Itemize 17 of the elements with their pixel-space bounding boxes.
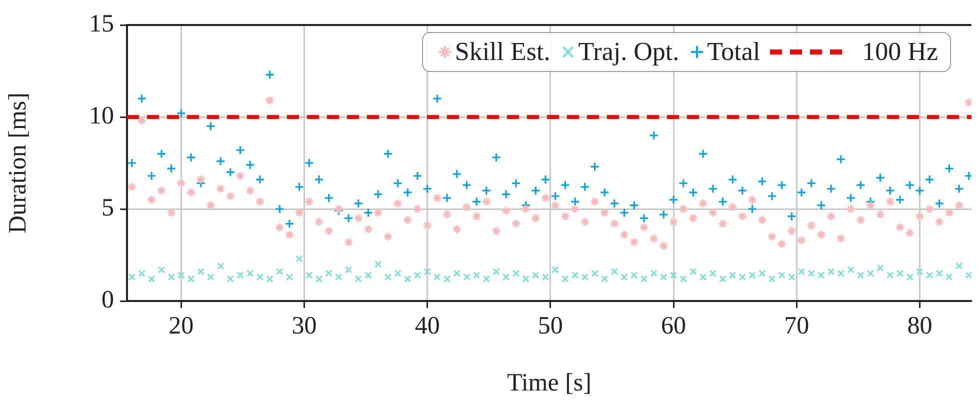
x-tick-label: 40 [414, 312, 440, 340]
y-tick-label: 15 [89, 10, 114, 38]
legend-label: Traj. Opt. [578, 37, 680, 67]
x-tick-label: 80 [907, 312, 932, 340]
x-tick-label: 20 [168, 312, 194, 340]
legend-label: 100 Hz [862, 37, 938, 67]
x-axis-title: Time [s] [506, 370, 592, 397]
y-tick-label: 10 [89, 102, 114, 130]
x-tick-label: 50 [538, 312, 563, 340]
y-tick-label: 0 [102, 286, 114, 314]
y-axis-title: Duration [ms] [4, 92, 32, 234]
legend-label: Skill Est. [454, 37, 550, 67]
legend-label: Total [707, 37, 760, 67]
x-tick-label: 60 [661, 312, 686, 340]
x-tick-label: 30 [292, 312, 317, 340]
y-tick-label: 5 [102, 194, 114, 222]
x-tick-label: 70 [784, 312, 810, 340]
